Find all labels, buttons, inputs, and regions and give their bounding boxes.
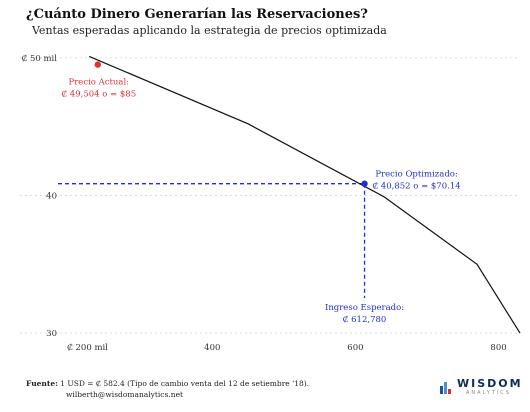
x-tick-label: 400: [204, 343, 220, 353]
footer-source: 1 USD = ₡ 582.4 (Tipo de cambio venta de…: [60, 379, 310, 388]
annotation-actual-line: Precio Actual:: [69, 78, 130, 88]
footer: Fuente: 1 USD = ₡ 582.4 (Tipo de cambio …: [26, 378, 309, 400]
footer-email: wilberth@wisdomanalytics.net: [66, 390, 184, 399]
logo-word: WISDOM: [457, 377, 523, 390]
y-axis-ticks: 30 40 ₡ 50 mil: [22, 54, 58, 339]
point-precio-optimizado: [361, 180, 368, 187]
guide-lines: [58, 183, 366, 298]
series-line: [88, 55, 521, 334]
y-tick-label: 30: [46, 329, 57, 339]
logo-sub: ANALYTICS: [466, 390, 511, 396]
logo-bar: [444, 382, 447, 394]
annotation-revenue-line: ₡ 612,780: [343, 315, 387, 325]
annotated-points: [94, 61, 368, 187]
annotation-optimized-line: ₡ 40,852 o = $70.14: [372, 182, 460, 192]
gridlines: [20, 57, 520, 334]
logo-bars-icon: [440, 380, 454, 394]
wisdom-analytics-logo: WISDOM ANALYTICS: [440, 377, 521, 399]
logo-bar: [448, 389, 451, 394]
chart-subtitle: Ventas esperadas aplicando la estrategia…: [31, 24, 387, 37]
annotation-revenue-line: Ingreso Esperado:: [325, 303, 404, 313]
x-axis-ticks: ₡ 200 mil 400 600 800: [67, 343, 506, 353]
x-tick-label: ₡ 200 mil: [67, 343, 108, 353]
annotation-actual-line: ₡ 49,504 o = $85: [61, 90, 136, 100]
logo-bar: [440, 386, 443, 394]
chart-title: ¿Cuánto Dinero Generarían las Reservacio…: [26, 7, 368, 22]
footer-label: Fuente:: [26, 379, 58, 388]
y-tick-label: ₡ 50 mil: [22, 54, 58, 64]
point-precio-actual: [94, 61, 101, 68]
footer-source-line: Fuente: 1 USD = ₡ 582.4 (Tipo de cambio …: [26, 378, 309, 389]
y-tick-label: 40: [46, 191, 57, 201]
x-tick-label: 800: [490, 343, 506, 353]
series-group: [88, 55, 521, 334]
annotation-optimized-line: Precio Optimizado:: [375, 170, 457, 180]
annotations: Precio Actual: ₡ 49,504 o = $85 Precio Opt…: [61, 78, 460, 325]
x-tick-label: 600: [347, 343, 363, 353]
